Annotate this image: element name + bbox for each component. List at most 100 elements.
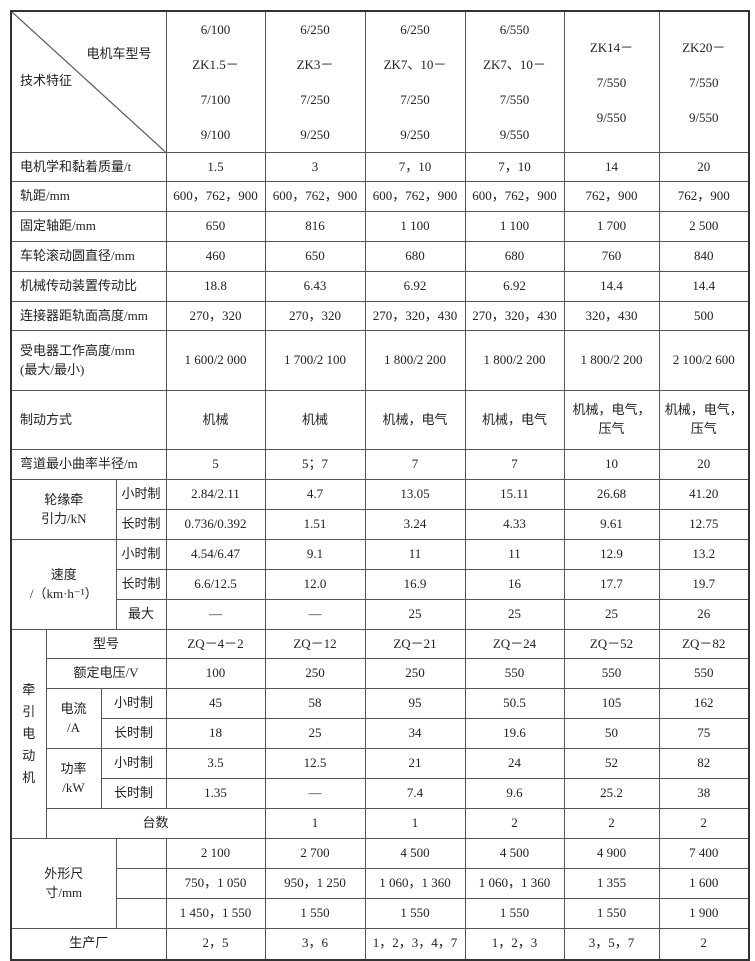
traction-force-row: 轮缘牵 引力/kN 小时制 2.84/2.11 4.7 13.05 15.11 26.68 4…	[10, 479, 750, 540]
corner-label-model: 电机车型号	[86, 46, 152, 61]
empty-cell	[115, 838, 167, 869]
value-cell: 95	[364, 688, 466, 719]
value-cell: 1.51	[264, 509, 366, 540]
value-cell: 38	[658, 778, 750, 809]
value-cell: 7 400	[658, 838, 750, 869]
row-label: 制动方式	[10, 390, 167, 450]
value-cell: 12.0	[264, 569, 366, 600]
value-cell: 41.20	[658, 479, 750, 510]
corner-header: 电机车型号 技术特征	[10, 10, 167, 153]
sub-label: 长时制	[100, 778, 167, 809]
value-cell: 机械	[264, 390, 366, 450]
value-cell: 816	[264, 211, 366, 242]
value-cell: 机械，电气， 压气	[658, 390, 750, 450]
row-label: 机械传动装置传动比	[10, 271, 167, 302]
value-cell: 760	[563, 241, 660, 272]
value-cell: 0.736/0.392	[165, 509, 266, 540]
value-cell: 4 500	[464, 838, 565, 869]
value-cell: 14	[563, 152, 660, 182]
value-cell: 3，5，7	[563, 928, 660, 960]
value-cell: 1 700	[563, 211, 660, 242]
value-cell: 1，2，3	[464, 928, 565, 960]
value-cell: 4 500	[364, 838, 466, 869]
empty-cell	[115, 898, 167, 929]
value-cell: 25	[464, 599, 565, 630]
value-cell: 100	[165, 658, 266, 689]
value-cell: 5；7	[264, 449, 366, 480]
value-cell: 1 700/2 100	[264, 330, 366, 391]
value-cell: 762，900	[563, 181, 660, 212]
value-cell: 17.7	[563, 569, 660, 600]
motor-current-row: 长时制 18 25 34 19.6 50 75	[11, 718, 750, 749]
motor-current-row: 电流 /A 小时制 45 58 95 50.5 105 162	[11, 688, 750, 749]
value-cell: 9.1	[264, 539, 366, 570]
value-cell: 82	[658, 748, 750, 779]
value-cell: 500	[658, 301, 750, 331]
value-cell: 1 800/2 200	[563, 330, 660, 391]
value-cell: 13.05	[364, 479, 466, 510]
value-cell: 2 500	[658, 211, 750, 242]
value-cell: 4 900	[563, 838, 660, 869]
value-cell: 600，762，900	[165, 181, 266, 212]
value-cell: —	[264, 599, 366, 630]
model-header: ZK20－ 7/550 9/550	[658, 10, 750, 153]
row-label: 受电器工作高度/mm (最大/最小)	[10, 330, 167, 391]
value-cell: 270，320，430	[464, 301, 565, 331]
row-label: 型号	[45, 629, 167, 659]
value-cell: 250	[264, 658, 366, 689]
value-cell: ZQ－12	[264, 629, 366, 659]
value-cell: 600，762，900	[464, 181, 565, 212]
value-cell: ZQ－4－2	[165, 629, 266, 659]
value-cell: 13.2	[658, 539, 750, 570]
manufacturer-row: 生产厂 2，5 3，6 1，2，3，4，7 1，2，3 3，5，7 2	[10, 928, 750, 960]
value-cell: 2 100	[165, 838, 266, 869]
value-cell: 14.4	[658, 271, 750, 302]
table-row: 受电器工作高度/mm (最大/最小) 1 600/2 000 1 700/2 100…	[10, 330, 750, 391]
value-cell: 50	[563, 718, 660, 749]
value-cell: 1 800/2 200	[364, 330, 466, 391]
motor-power-row: 功率 /kW 小时制 3.5 12.5 21 24 52 82	[11, 748, 750, 809]
value-cell: 162	[658, 688, 750, 719]
value-cell: ZQ－24	[464, 629, 565, 659]
value-cell: 1 100	[464, 211, 565, 242]
value-cell: 6.92	[464, 271, 565, 302]
value-cell: 270，320	[165, 301, 266, 331]
row-label: 弯道最小曲率半径/m	[10, 449, 167, 480]
motor-model-row: 牵 引 电 动 机型号 ZQ－4－2 ZQ－12 ZQ－21 ZQ－24 ZQ－52 ZQ－…	[10, 629, 750, 839]
value-cell: 20	[658, 152, 750, 182]
speed-row: 最大 — —25 25 25 26	[11, 599, 750, 630]
motor-power-row: 长时制 1.35—7.4 9.6 25.2 38	[11, 778, 750, 809]
traction-motor-label: 牵 引 电 动 机	[10, 629, 47, 839]
model-header: 6/250 ZK3－ 7/250 9/250	[264, 10, 366, 153]
speed-row: 长时制 6.6/12.5 12.0 16.9 16 17.7 19.7	[11, 569, 750, 600]
value-cell: 680	[364, 241, 466, 272]
value-cell: 3.24	[364, 509, 466, 540]
value-cell: 19.7	[658, 569, 750, 600]
value-cell: 4.33	[464, 509, 565, 540]
value-cell: 15.11	[464, 479, 565, 510]
row-label: 台数	[45, 808, 266, 839]
value-cell: 75	[658, 718, 750, 749]
value-cell: 1 060，1 360	[464, 868, 565, 899]
value-cell: 650	[264, 241, 366, 272]
table-row: 连接器距轨面高度/mm 270，320 270，320 270，320，430 270，…	[10, 301, 750, 331]
value-cell: 2	[563, 808, 660, 839]
value-cell: 460	[165, 241, 266, 272]
value-cell: 11	[464, 539, 565, 570]
value-cell: 1	[264, 808, 366, 839]
row-label: 车轮滚动圆直径/mm	[10, 241, 167, 272]
value-cell: 12.75	[658, 509, 750, 540]
dimensions-row: 1 450，1 550 1 550 1 550 1 550 1 550 1 900	[11, 898, 750, 929]
value-cell: 1 355	[563, 868, 660, 899]
value-cell: 52	[563, 748, 660, 779]
table-row: 轨距/mm 600，762，900 600，762，900 600，762，900 60…	[10, 181, 750, 212]
value-cell: 600，762，900	[264, 181, 366, 212]
value-cell: 2，5	[165, 928, 266, 960]
value-cell: 250	[364, 658, 466, 689]
value-cell: 762，900	[658, 181, 750, 212]
model-header: 6/550 ZK7、10－ 7/550 9/550	[464, 10, 565, 153]
value-cell: —	[165, 599, 266, 630]
value-cell: 3，6	[264, 928, 366, 960]
table-row: 固定轴距/mm 650 816 1 100 1 100 1 700 2 500	[10, 211, 750, 242]
value-cell: 19.6	[464, 718, 565, 749]
